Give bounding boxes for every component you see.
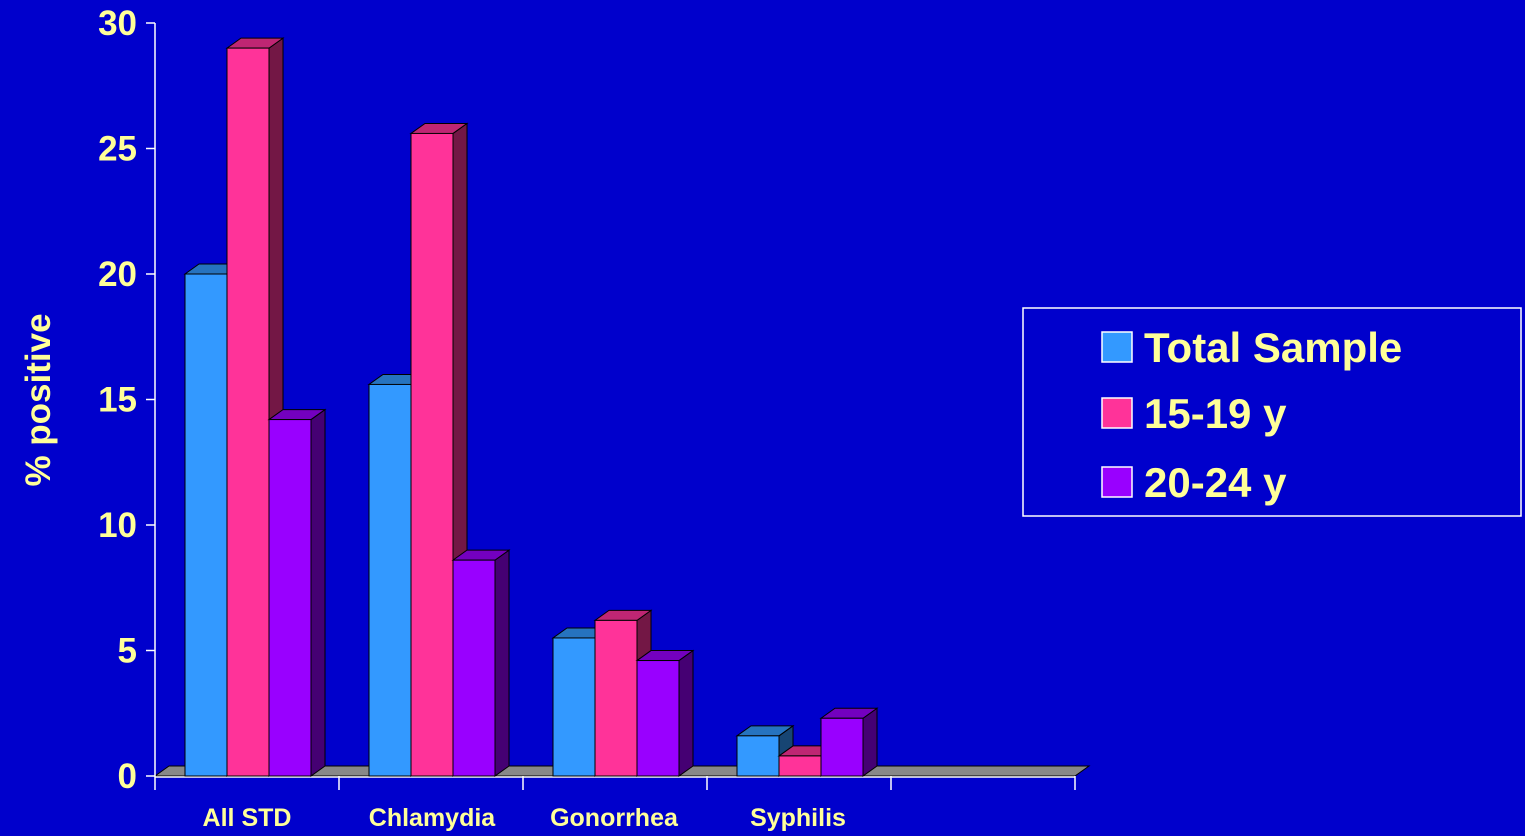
bar-group [183,37,879,777]
bar [635,649,695,777]
y-tick-label: 15 [98,381,137,420]
bar-front-face [636,660,680,777]
bar [819,707,879,777]
bar-front-face [778,755,822,777]
bar-side-face [310,408,326,777]
x-category-label: All STD [203,804,292,832]
y-tick-label: 20 [98,255,137,294]
bar-front-face [820,717,864,777]
chart-axes: 0 5 10 15 20 25 30 All STD Chlamydia Gonorrhea Syp… [19,4,1076,832]
legend-swatch [1101,331,1133,363]
y-tick-label: 30 [98,4,137,43]
bar-front-face [368,383,412,777]
bar [451,549,511,777]
legend-box [1022,307,1522,517]
y-tick-label: 10 [98,506,137,545]
y-tick-label: 0 [118,757,137,796]
bar-front-face [410,132,454,777]
bar-front-face [268,419,312,777]
bar-front-face [226,47,270,777]
y-axis-title: % positive [19,313,58,486]
x-category-label: Gonorrhea [550,804,679,832]
bar-front-face [452,559,496,777]
bar [267,408,327,777]
y-tick-label: 25 [98,130,137,169]
legend-label: Total Sample [1144,324,1402,371]
bar-front-face [594,619,638,777]
legend-swatch [1101,466,1133,498]
x-category-label: Syphilis [750,804,846,832]
legend-label: 15-19 y [1144,390,1287,437]
legend: Total Sample 15-19 y 20-24 y [1022,307,1522,517]
bar-side-face [678,649,694,777]
x-category-label: Chlamydia [369,804,497,832]
bar-front-face [184,273,228,777]
y-tick-label: 5 [118,632,137,671]
legend-swatch [1101,397,1133,429]
bar-side-face [862,707,878,777]
legend-label: 20-24 y [1144,459,1287,506]
bar-front-face [552,637,596,777]
bar-side-face [494,549,510,777]
bar-front-face [736,735,780,777]
